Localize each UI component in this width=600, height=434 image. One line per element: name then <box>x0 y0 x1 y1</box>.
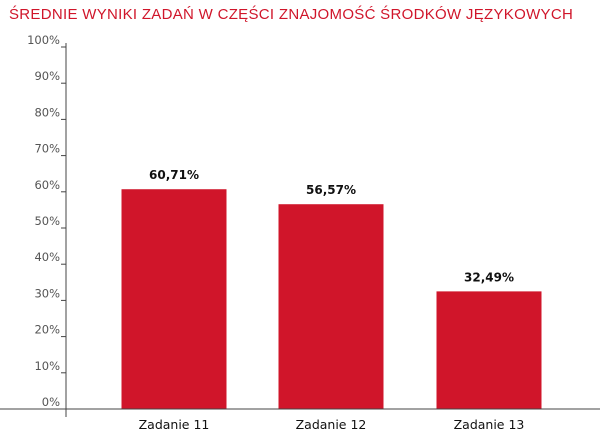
y-tick-label: 50% <box>34 214 60 228</box>
y-tick-label: 100% <box>27 33 60 47</box>
y-tick-label: 90% <box>34 69 60 83</box>
bar <box>278 204 384 409</box>
y-tick-label: 0% <box>42 395 60 409</box>
y-tick-label: 30% <box>34 286 60 300</box>
bar-value-label: 60,71% <box>149 168 199 182</box>
x-category-label: Zadanie 13 <box>454 417 525 432</box>
y-tick-label: 10% <box>34 359 60 373</box>
bar <box>436 291 542 409</box>
bars <box>121 189 542 409</box>
chart-title: ŚREDNIE WYNIKI ZADAŃ W CZĘŚCI ZNAJOMOŚĆ … <box>9 6 574 23</box>
x-axis-labels: Zadanie 11 Zadanie 12 Zadanie 13 <box>139 417 525 432</box>
bar-value-label: 32,49% <box>464 270 514 284</box>
y-tick-label: 70% <box>34 142 60 156</box>
bar <box>121 189 227 409</box>
y-tick-label: 80% <box>34 105 60 119</box>
x-category-label: Zadanie 11 <box>139 417 210 432</box>
y-tick-label: 40% <box>34 250 60 264</box>
y-axis-ticks: 0% 10% 20% 30% 40% 50% 60% 70% 80% 90% 100% <box>27 33 66 410</box>
bar-value-label: 56,57% <box>306 183 356 197</box>
data-labels: 60,71% 56,57% 32,49% <box>149 168 514 284</box>
y-tick-label: 20% <box>34 323 60 337</box>
y-tick-label: 60% <box>34 178 60 192</box>
x-category-label: Zadanie 12 <box>296 417 367 432</box>
